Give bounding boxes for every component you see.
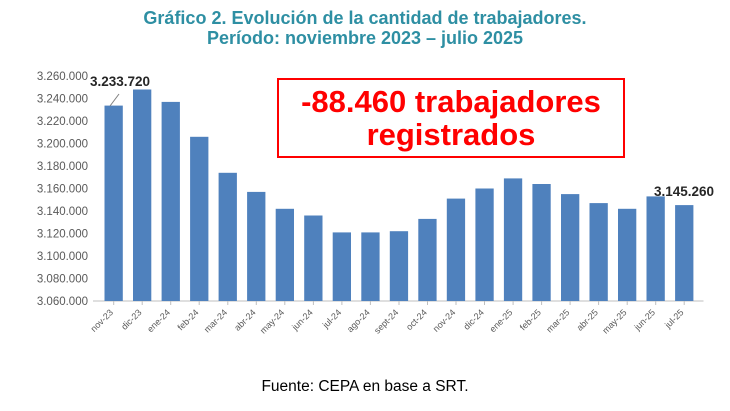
- svg-text:oct-24: oct-24: [404, 307, 429, 332]
- svg-text:3.100.000: 3.100.000: [37, 251, 88, 263]
- svg-text:3.060.000: 3.060.000: [37, 296, 88, 308]
- svg-text:ene-25: ene-25: [488, 307, 515, 334]
- svg-text:jun-24: jun-24: [289, 307, 314, 332]
- svg-text:feb-24: feb-24: [175, 307, 200, 332]
- svg-text:3.120.000: 3.120.000: [37, 229, 88, 241]
- svg-text:dic-23: dic-23: [119, 307, 143, 331]
- svg-text:3.233.720: 3.233.720: [90, 74, 150, 89]
- svg-text:nov-23: nov-23: [89, 307, 116, 334]
- svg-text:3.200.000: 3.200.000: [37, 139, 88, 151]
- svg-text:abr-24: abr-24: [232, 307, 257, 332]
- svg-text:ene-24: ene-24: [145, 307, 172, 334]
- svg-text:3.080.000: 3.080.000: [37, 274, 88, 286]
- svg-text:3.220.000: 3.220.000: [37, 116, 88, 128]
- svg-text:feb-25: feb-25: [518, 307, 543, 332]
- svg-text:nov-24: nov-24: [431, 307, 458, 334]
- svg-text:mar-25: mar-25: [544, 307, 571, 334]
- svg-text:3.140.000: 3.140.000: [37, 206, 88, 218]
- svg-text:may-24: may-24: [258, 307, 286, 335]
- svg-text:jul-24: jul-24: [320, 307, 343, 330]
- svg-text:3.145.260: 3.145.260: [654, 184, 714, 199]
- svg-text:dic-24: dic-24: [462, 307, 486, 331]
- svg-text:jun-25: jun-25: [632, 307, 657, 332]
- svg-text:sept-24: sept-24: [372, 307, 400, 335]
- svg-text:3.160.000: 3.160.000: [37, 184, 88, 196]
- svg-text:3.240.000: 3.240.000: [37, 94, 88, 106]
- svg-text:3.260.000: 3.260.000: [37, 71, 88, 83]
- svg-text:mar-24: mar-24: [202, 307, 229, 334]
- svg-text:jul-25: jul-25: [662, 307, 685, 330]
- svg-text:may-25: may-25: [600, 307, 628, 335]
- svg-text:ago-24: ago-24: [345, 307, 372, 334]
- svg-text:3.180.000: 3.180.000: [37, 161, 88, 173]
- svg-text:abr-25: abr-25: [575, 307, 600, 332]
